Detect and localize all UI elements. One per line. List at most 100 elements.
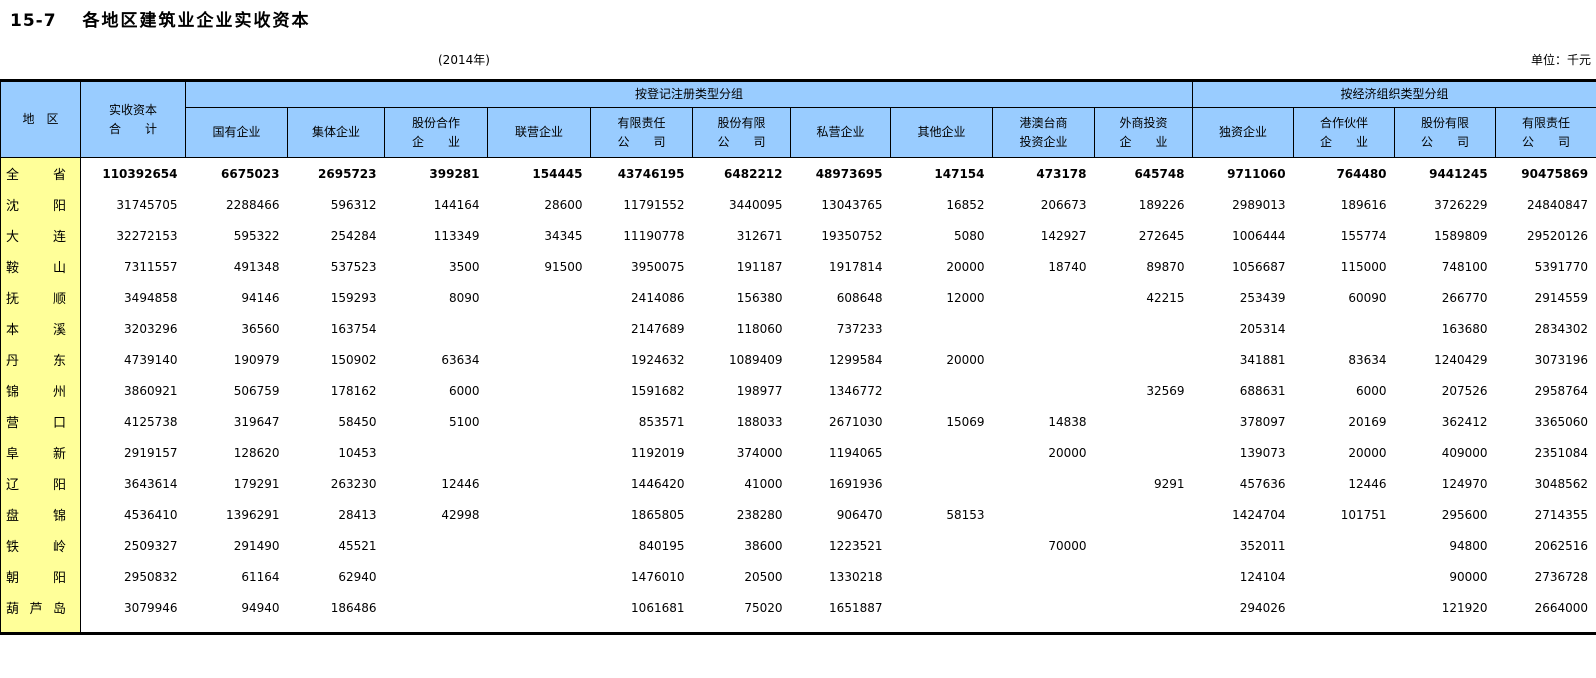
data-cell: 154445 [532, 166, 583, 181]
data-cell: 2950832 [124, 569, 178, 584]
region-cell: 抚 顺 [0, 282, 81, 313]
data-cell: 1330218 [829, 569, 883, 584]
data-cell: 58450 [338, 414, 377, 429]
data-cell: 2989013 [1232, 197, 1286, 212]
data-cell [1294, 592, 1395, 623]
column-header: 国有企业 [185, 107, 288, 158]
data-cell: 150902 [330, 352, 377, 367]
column-header: 有限责任公 司 [1495, 107, 1596, 158]
data-cell [891, 530, 993, 561]
data-cell: 1591682 [631, 383, 685, 398]
data-cell: 537523 [330, 259, 377, 274]
data-cell: 266770 [1441, 290, 1488, 305]
data-cell: 18740 [1048, 259, 1087, 274]
data-cell: 1476010 [631, 569, 685, 584]
data-cell: 101751 [1340, 507, 1387, 522]
column-header: 独资企业 [1192, 107, 1295, 158]
data-cell [385, 530, 488, 561]
data-cell: 6675023 [221, 166, 280, 181]
data-cell [488, 592, 591, 623]
data-cell: 374000 [736, 445, 783, 460]
data-cell: 121920 [1441, 600, 1488, 615]
data-cell [1095, 592, 1193, 623]
data-cell: 3860921 [124, 383, 178, 398]
data-cell: 29520126 [1526, 228, 1589, 243]
data-cell: 1299584 [829, 352, 883, 367]
data-cell [1294, 561, 1395, 592]
data-cell: 48973695 [815, 166, 883, 181]
data-cell [993, 344, 1095, 375]
data-cell: 2695723 [318, 166, 377, 181]
table-row: 本 溪 3203296 36560 163754 2147689 118060 737233… [0, 313, 1596, 344]
data-cell: 1651887 [829, 600, 883, 615]
data-cell: 3079946 [124, 600, 178, 615]
data-cell [488, 282, 591, 313]
data-cell: 595322 [233, 228, 280, 243]
data-cell [488, 468, 591, 499]
data-cell: 118060 [736, 321, 783, 336]
data-cell: 645748 [1134, 166, 1185, 181]
column-header: 有限责任公 司 [590, 107, 693, 158]
data-cell: 124970 [1441, 476, 1488, 491]
table-row: 葫 芦 岛 3079946 94940 186486 1061681 75020 16518… [0, 592, 1596, 623]
data-cell: 473178 [1036, 166, 1087, 181]
data-cell [488, 344, 591, 375]
data-cell: 207526 [1441, 383, 1488, 398]
table-row: 鞍 山 7311557 491348 537523 3500 91500 3950075 19… [0, 251, 1596, 282]
data-cell [993, 375, 1095, 406]
data-cell: 2671030 [829, 414, 883, 429]
data-cell: 906470 [836, 507, 883, 522]
data-cell [993, 561, 1095, 592]
table-row: 辽 阳 3643614 179291 263230 12446 1446420 41000 1… [0, 468, 1596, 499]
data-cell: 28600 [544, 197, 583, 212]
data-cell: 748100 [1441, 259, 1488, 274]
data-cell [1095, 437, 1193, 468]
table-row: 营 口 4125738 319647 58450 5100 853571 188033 267… [0, 406, 1596, 437]
data-cell: 188033 [736, 414, 783, 429]
region-cell: 本 溪 [0, 313, 81, 344]
data-cell [891, 313, 993, 344]
data-cell: 1865805 [631, 507, 685, 522]
data-cell: 596312 [330, 197, 377, 212]
data-cell: 186486 [330, 600, 377, 615]
data-cell: 3494858 [124, 290, 178, 305]
data-cell [385, 561, 488, 592]
data-cell [1294, 313, 1395, 344]
column-header: 合作伙伴企 业 [1293, 107, 1396, 158]
data-cell: 409000 [1441, 445, 1488, 460]
filler-row [0, 623, 1596, 634]
table-header: 地 区实收资本合 计按登记注册类型分组 按经济组织类型分组 国有企业 集体企业 股份合作… [0, 80, 1596, 158]
data-cell: 2919157 [124, 445, 178, 460]
data-cell: 144164 [433, 197, 480, 212]
data-cell [993, 592, 1095, 623]
data-cell: 2509327 [124, 538, 178, 553]
data-cell: 2834302 [1534, 321, 1589, 336]
data-cell: 90475869 [1521, 166, 1589, 181]
data-cell: 94146 [241, 290, 280, 305]
header-sub-row: 国有企业 集体企业 股份合作企 业联营企业 有限责任公 司股份有限公 司私营企业 其他企… [1, 107, 1596, 158]
data-cell: 60090 [1348, 290, 1387, 305]
data-cell: 1006444 [1232, 228, 1286, 243]
data-cell: 341881 [1239, 352, 1286, 367]
data-cell [385, 592, 488, 623]
region-cell: 全 省 [0, 157, 81, 189]
data-cell: 20000 [1048, 445, 1087, 460]
data-cell: 312671 [736, 228, 783, 243]
data-cell: 3440095 [729, 197, 783, 212]
data-cell: 1089409 [729, 352, 783, 367]
data-cell: 190979 [233, 352, 280, 367]
data-cell [385, 437, 488, 468]
column-header: 集体企业 [287, 107, 385, 158]
column-header: 港澳台商 投资企业 [992, 107, 1095, 158]
data-cell: 94940 [241, 600, 280, 615]
data-cell: 1240429 [1434, 352, 1488, 367]
table-row: 沈 阳 31745705 2288466 596312 144164 28600 11791… [0, 189, 1596, 220]
data-cell: 58153 [946, 507, 985, 522]
data-cell: 12446 [1348, 476, 1387, 491]
data-cell: 94800 [1449, 538, 1488, 553]
data-cell: 491348 [233, 259, 280, 274]
data-cell: 16852 [946, 197, 985, 212]
data-cell: 178162 [330, 383, 377, 398]
page-title: 15-7 各地区建筑业企业实收资本 [10, 6, 311, 31]
